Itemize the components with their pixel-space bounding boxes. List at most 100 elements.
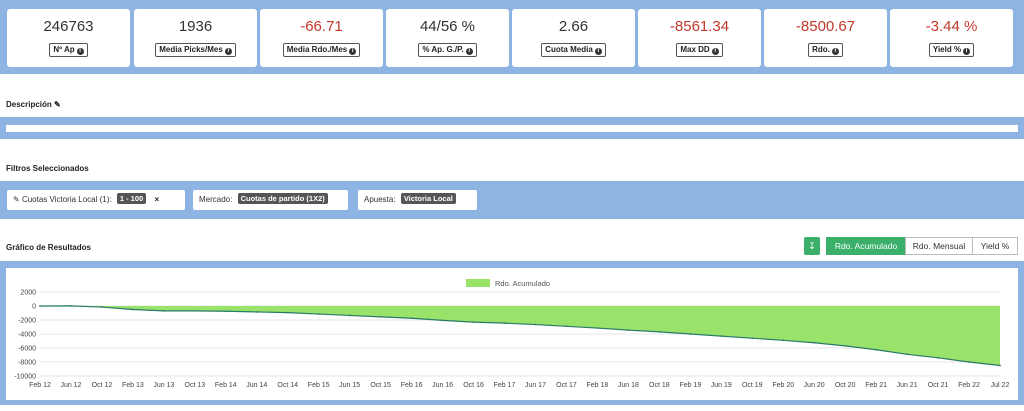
x-tick-label: Jun 13 <box>153 382 174 389</box>
x-tick-label: Jul 22 <box>991 382 1010 389</box>
legend-swatch <box>466 279 490 287</box>
stat-label[interactable]: Media Picks/Mes i <box>155 43 236 57</box>
x-tick-label: Oct 14 <box>277 382 298 389</box>
data-point <box>844 345 847 347</box>
stat-label[interactable]: Rdo. i <box>808 43 843 57</box>
section-header-chart: Gráfico de Resultados <box>0 236 126 260</box>
stat-label-text: Yield % <box>932 45 962 54</box>
data-point <box>968 361 970 363</box>
filter-label: Cuotas Victoria Local (1): <box>21 195 112 204</box>
tab-rdo-acumulado[interactable]: Rdo. Acumulado <box>826 237 906 255</box>
stat-card-result-month: -66.71 Media Rdo./Mes i <box>260 9 383 67</box>
data-point <box>348 314 351 317</box>
stat-label[interactable]: Max DD i <box>676 43 723 57</box>
stat-value: -8500.67 <box>795 18 856 35</box>
info-icon[interactable]: i <box>349 48 357 55</box>
download-icon: ↧ <box>808 241 816 251</box>
series-line <box>39 305 1001 367</box>
section-title: Descripción <box>6 100 52 109</box>
data-point <box>286 311 289 314</box>
stat-value: -3.44 % <box>925 18 978 35</box>
stat-label[interactable]: Nº Ap i <box>49 43 88 57</box>
stat-value: -66.71 <box>300 18 343 35</box>
section-title: Gráfico de Resultados <box>6 243 91 252</box>
stat-value: 2.66 <box>558 18 589 35</box>
results-chart: Rdo. Acumulado 2000 0 -2000 -4000 -6000 -8000 -… <box>14 279 1010 389</box>
x-tick-label: Jun 17 <box>525 382 546 389</box>
y-tick-label: 2000 <box>20 290 36 297</box>
stat-label-text: Rdo. <box>812 45 830 54</box>
info-icon[interactable]: i <box>76 48 84 55</box>
y-tick-label: -8000 <box>18 360 36 367</box>
x-tick-label: Oct 19 <box>742 382 763 389</box>
stat-label-text: Nº Ap <box>53 45 75 54</box>
filter-value: Victoria Local <box>400 193 456 204</box>
x-tick-label: Oct 20 <box>835 382 856 389</box>
data-point <box>999 364 1001 367</box>
filter-value: 1 - 100 <box>116 193 147 204</box>
stat-label[interactable]: % Ap. G./P. i <box>418 43 477 57</box>
y-tick-label: 0 <box>32 304 36 311</box>
data-point <box>751 337 754 340</box>
stat-card-win-loss: 44/56 % % Ap. G./P. i <box>386 9 509 67</box>
info-icon[interactable]: i <box>831 48 839 55</box>
filter-chip-odds[interactable]: ✎ Cuotas Victoria Local (1): 1 - 100 × <box>7 190 185 210</box>
x-tick-label: Oct 13 <box>185 382 206 389</box>
data-point <box>534 323 537 326</box>
info-icon[interactable]: i <box>465 48 473 55</box>
data-point <box>410 317 413 320</box>
x-tick-label: Oct 21 <box>928 382 949 389</box>
y-tick-label: -10000 <box>14 374 36 381</box>
x-tick-label: Feb 19 <box>679 382 701 389</box>
series-area <box>40 305 1000 366</box>
description-field[interactable] <box>6 125 1018 132</box>
info-icon[interactable]: i <box>224 48 232 55</box>
filter-chip-bet[interactable]: Apuesta: Victoria Local <box>358 190 477 210</box>
stat-card-yield: -3.44 % Yield % i <box>890 9 1013 67</box>
stat-value: -8561.34 <box>669 18 730 35</box>
info-icon[interactable]: i <box>594 48 602 55</box>
data-point <box>875 348 878 351</box>
stat-label-text: Media Picks/Mes <box>159 45 223 54</box>
stat-value: 1936 <box>178 18 213 35</box>
data-point <box>162 310 165 312</box>
stat-label-text: Max DD <box>680 45 710 54</box>
filter-chip-market[interactable]: Mercado: Cuotas de partido (1X2) <box>193 190 348 210</box>
download-button[interactable]: ↧ <box>804 237 820 255</box>
stat-card-num-bets: 246763 Nº Ap i <box>7 9 130 67</box>
info-icon[interactable]: i <box>711 48 719 55</box>
x-tick-label: Feb 20 <box>772 382 794 389</box>
section-header-description: Descripción ✎ <box>0 93 96 117</box>
data-point <box>565 325 568 328</box>
filter-label: Apuesta: <box>364 195 396 204</box>
y-tick-label: -4000 <box>18 332 36 339</box>
pencil-icon[interactable]: ✎ <box>54 100 61 109</box>
stat-label-text: Cuota Media <box>545 45 593 54</box>
data-point <box>39 305 41 307</box>
x-tick-label: Feb 13 <box>122 382 144 389</box>
data-point <box>132 308 134 311</box>
stat-label[interactable]: Media Rdo./Mes i <box>282 43 361 57</box>
x-tick-label: Jun 21 <box>897 382 918 389</box>
x-tick-label: Jun 15 <box>339 382 360 389</box>
stats-band: 246763 Nº Ap i 1936 Media Picks/Mes i -66.… <box>0 0 1024 74</box>
stat-value: 44/56 % <box>419 18 476 35</box>
x-tick-label: Jun 12 <box>60 382 81 389</box>
data-point <box>906 353 908 356</box>
info-icon[interactable]: i <box>963 48 971 55</box>
data-point <box>255 311 258 313</box>
data-point <box>193 310 196 312</box>
pencil-icon[interactable]: ✎ <box>13 195 20 204</box>
close-icon[interactable]: × <box>154 195 160 204</box>
x-tick-label: Feb 18 <box>587 382 609 389</box>
stat-label[interactable]: Yield % i <box>928 43 975 57</box>
stat-card-result: -8500.67 Rdo. i <box>764 9 887 67</box>
stat-label[interactable]: Cuota Media i <box>541 43 606 57</box>
x-tick-label: Jun 16 <box>432 382 453 389</box>
chart-area: Rdo. Acumulado 2000 0 -2000 -4000 -6000 -8000 -… <box>6 268 1018 400</box>
tab-yield[interactable]: Yield % <box>972 237 1018 255</box>
x-tick-label: Feb 12 <box>29 382 51 389</box>
x-tick-label: Feb 21 <box>865 382 887 389</box>
data-point <box>101 306 103 308</box>
tab-rdo-mensual[interactable]: Rdo. Mensual <box>905 237 973 255</box>
